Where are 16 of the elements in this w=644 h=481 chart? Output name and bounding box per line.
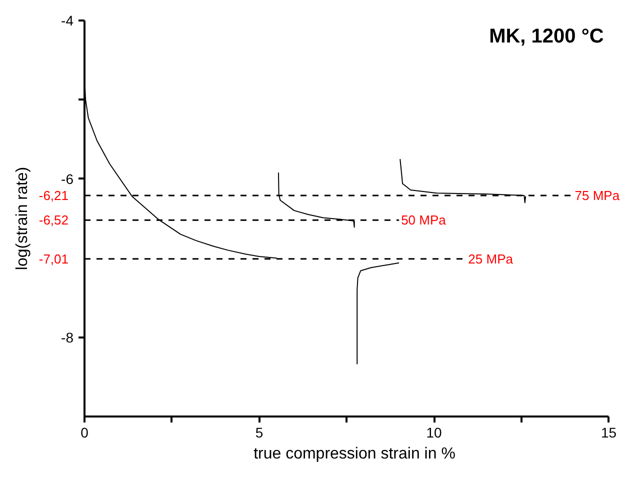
annotation: 75 MPa (574, 188, 620, 204)
x-axis-title: true compression strain in % (254, 446, 456, 462)
x-tick-label: 0 (80, 424, 89, 440)
x-tick-label: 10 (426, 424, 442, 440)
ref-line-label: -7,01 (38, 251, 69, 266)
ref-line-label: -6,21 (38, 188, 69, 204)
ref-line-label: -6,52 (38, 212, 69, 228)
y-tick-label: -4 (61, 12, 74, 28)
annotation: 50 MPa (401, 212, 447, 228)
chart-title: MK, 1200 °C (489, 26, 604, 48)
y-tick-label: -6 (61, 170, 74, 187)
x-tick-label: 15 (600, 424, 617, 440)
annotation: 25 MPa (468, 251, 514, 266)
y-axis-title: log(strain rate) (14, 166, 31, 270)
x-tick-label: 5 (255, 424, 264, 440)
y-tick-label: -8 (61, 329, 74, 346)
